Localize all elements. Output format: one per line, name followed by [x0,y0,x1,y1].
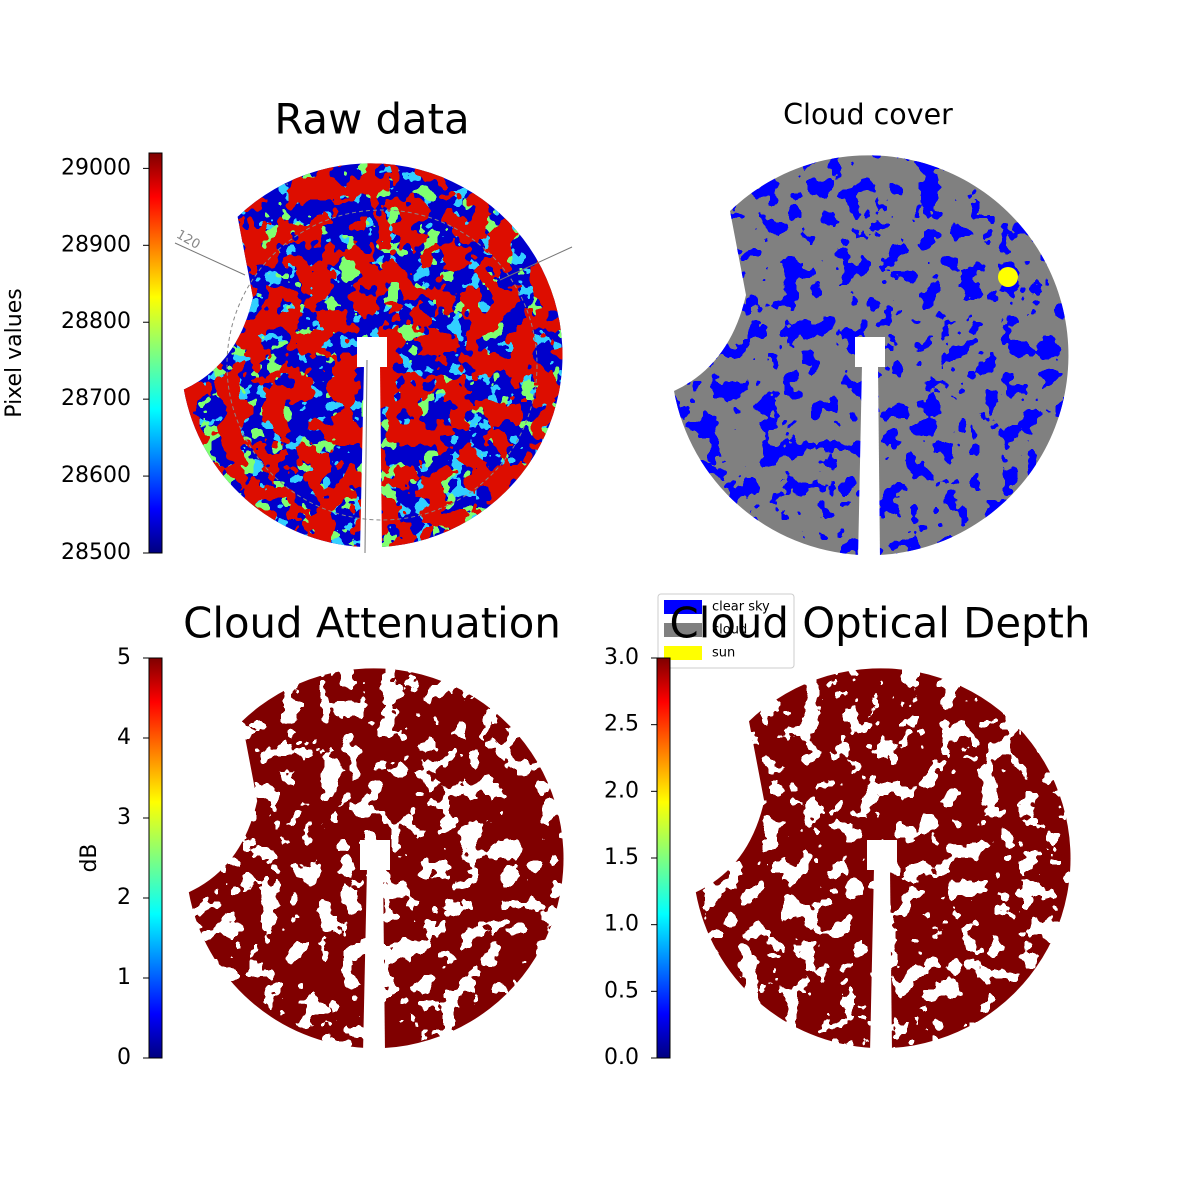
legend-swatch [664,623,702,637]
polar-ring [226,209,538,521]
legend-swatch [664,646,702,660]
colorbar-tick-label: 28600 [61,463,131,488]
colorbar-tick-label: 1 [117,965,131,990]
polar-line [499,246,573,281]
colorbar-tick-label: 28500 [61,540,131,565]
panel-title: Cloud Optical Depth [670,599,1091,648]
legend-swatch [664,600,702,614]
obstruction [870,868,892,1053]
colorbar-label: dB [77,843,102,872]
colorbar-tick-label: 2.5 [604,712,639,737]
colorbar [148,657,163,1059]
panel-title: Cloud cover [783,98,953,131]
legend-label: sun [712,646,735,661]
colorbar-label: Pixel values [2,288,27,417]
colorbar-tick-label: 29000 [61,155,131,180]
colorbar-tick-label: 2.0 [604,778,639,803]
colorbar-tick-label: 1.0 [604,912,639,937]
colorbar-tick-label: 3 [117,805,131,830]
colorbar-tick-label: 28800 [61,309,131,334]
legend-label: cloud [712,623,747,638]
colorbar [656,657,671,1059]
legend: clear sky cloud sun [657,593,795,669]
colorbar-tick-label: 5 [117,645,131,670]
obstruction [855,337,885,367]
colorbar-tick-label: 28700 [61,386,131,411]
obstruction [363,868,385,1053]
polar-line [364,359,368,554]
panel-title: Cloud Attenuation [183,599,561,648]
colorbar-tick-label: 0.5 [604,978,639,1003]
colorbar-tick-label: 0 [117,1045,131,1070]
obstruction [360,840,390,870]
sun-marker [998,267,1018,287]
legend-label: clear sky [712,600,770,615]
obstruction [867,840,897,870]
colorbar-tick-label: 1.5 [604,845,639,870]
colorbar [148,152,163,554]
colorbar-tick-label: 2 [117,885,131,910]
colorbar-tick-label: 0.0 [604,1045,639,1070]
colorbar-tick-label: 4 [117,725,131,750]
panel-title: Raw data [274,95,469,144]
obstruction [858,365,880,560]
polar-line [174,242,246,276]
colorbar-tick-label: 28900 [61,232,131,257]
colorbar-tick-label: 3.0 [604,645,639,670]
obstruction [357,337,387,367]
